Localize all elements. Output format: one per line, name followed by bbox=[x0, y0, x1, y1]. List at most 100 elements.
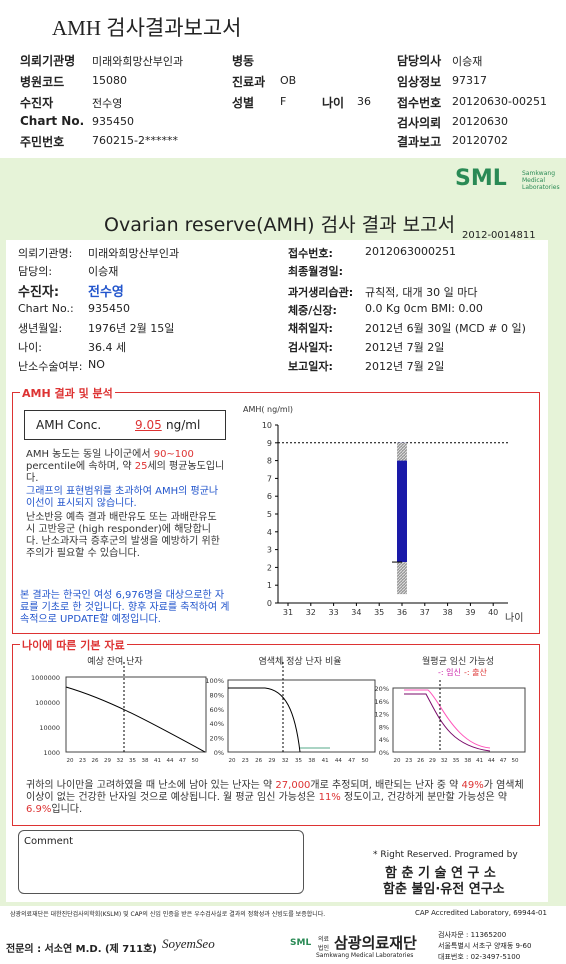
info-label: 담당의: bbox=[18, 265, 53, 278]
field-value: 미래와희망산부인과 bbox=[92, 55, 184, 68]
mini-curve bbox=[404, 693, 491, 752]
x-tick-label: 32 bbox=[441, 758, 448, 764]
info-value: 0.0 Kg 0cm BMI: 0.00 bbox=[365, 302, 483, 315]
mini-plot bbox=[65, 676, 207, 753]
x-tick-label: 23 bbox=[79, 758, 86, 764]
field-label: Chart No. bbox=[20, 114, 85, 128]
field-label: 진료과 bbox=[232, 75, 266, 89]
txt: 정도이고, 건강하게 분만할 가능성은 약 bbox=[340, 792, 508, 803]
x-tick-label: 29 bbox=[268, 758, 275, 764]
x-tick-label: 36 bbox=[397, 608, 407, 617]
y-tick-label: 80% bbox=[210, 691, 224, 699]
conc-unit: ng/ml bbox=[166, 418, 201, 432]
y-tick-label: 1000 bbox=[43, 749, 60, 757]
info-label: 채취일자: bbox=[288, 322, 333, 335]
y-tick-label: 4 bbox=[267, 528, 272, 537]
y-tick-label: 100000 bbox=[35, 699, 60, 707]
txt: 49% bbox=[461, 780, 484, 791]
info-label: 최종월경일: bbox=[288, 265, 343, 278]
mini-curve bbox=[228, 687, 301, 753]
x-tick-label: 38 bbox=[443, 608, 453, 617]
info-label: 체중/신장: bbox=[288, 304, 337, 317]
info-value: 미래와희망산부인과 bbox=[88, 247, 180, 260]
field-value: 760215-2****** bbox=[92, 134, 178, 147]
field-value: 97317 bbox=[452, 74, 487, 87]
info-label: Chart No.: bbox=[18, 302, 74, 315]
credit: * Right Reserved. Programed by bbox=[373, 850, 518, 860]
legend-entry: -: 출산 bbox=[464, 667, 487, 677]
x-tick-label: 50 bbox=[512, 758, 519, 764]
contact: 서울특별시 서초구 양재동 9-60 bbox=[438, 942, 532, 950]
info-value: NO bbox=[88, 358, 105, 371]
field-label: 나이 bbox=[322, 96, 345, 110]
footer-cap: CAP Accredited Laboratory, 69944-01 bbox=[415, 909, 547, 917]
org-tag: 의료법인 bbox=[318, 936, 330, 952]
x-tick-label: 41 bbox=[476, 758, 483, 764]
field-value: 935450 bbox=[92, 115, 134, 128]
x-tick-label: 20 bbox=[229, 758, 236, 764]
info-value: 2012년 7월 2일 bbox=[365, 360, 445, 373]
org-sub: Samkwang Medical Laboratories bbox=[316, 952, 414, 959]
field-value: F bbox=[280, 95, 287, 108]
field-label: 결과보고 bbox=[397, 135, 442, 149]
info-value: 규칙적, 대개 30 일 마다 bbox=[365, 286, 478, 299]
info-label: 접수번호: bbox=[288, 247, 333, 260]
x-tick-label: 50 bbox=[192, 758, 199, 764]
field-label: 주민번호 bbox=[20, 135, 65, 149]
info-value: 1976년 2월 15일 bbox=[88, 322, 175, 335]
y-tick-label: 9 bbox=[267, 439, 272, 448]
y-tick-label: 40% bbox=[210, 720, 224, 728]
x-tick-label: 34 bbox=[351, 608, 361, 617]
field-value: 36 bbox=[357, 95, 371, 108]
amh-section: AMH 결과 및 분석 bbox=[20, 385, 115, 401]
x-tick-label: 20 bbox=[394, 758, 401, 764]
footer-note: 삼광의료재단은 대한진단검사의학회(KSLM) 및 CAP의 신임 인증을 받은… bbox=[10, 911, 326, 918]
header-title: AMH 검사결과보고서 bbox=[52, 16, 242, 40]
p2: 그래프의 표현범위를 초과하여 AMH의 평균나이선이 표시되지 않습니다. bbox=[26, 486, 219, 509]
logo: SML bbox=[455, 166, 507, 191]
x-tick-label: 23 bbox=[242, 758, 249, 764]
report-number: 2012-0014811 bbox=[462, 230, 536, 241]
txt: AMH 농도는 동일 나이군에서 bbox=[26, 449, 154, 460]
y-axis-label: AMH( ng/ml) bbox=[243, 405, 293, 414]
y-tick-label: 4% bbox=[379, 736, 389, 744]
field-label: 수진자 bbox=[20, 96, 54, 110]
y-tick-label: 6 bbox=[267, 492, 272, 501]
x-tick-label: 35 bbox=[129, 758, 136, 764]
conc-box bbox=[24, 410, 226, 440]
legend-entry: -: 임신 bbox=[438, 668, 461, 677]
y-tick-label: 20% bbox=[210, 735, 224, 743]
txt: 11% bbox=[318, 792, 341, 803]
x-tick-label: 35 bbox=[374, 608, 384, 617]
info-value: 2012년 7월 2일 bbox=[365, 341, 445, 354]
basic-section: 나이에 따른 기본 자료 bbox=[20, 637, 127, 653]
mini-title: 염색체 정상 난자 비율 bbox=[258, 656, 341, 667]
txt: 6.9% bbox=[26, 804, 52, 815]
x-tick-label: 50 bbox=[362, 758, 369, 764]
x-tick-label: 26 bbox=[255, 758, 262, 764]
amh-chart-bg bbox=[238, 400, 530, 628]
y-tick-label: 0% bbox=[379, 749, 389, 757]
conc-value: 9.05 bbox=[135, 418, 162, 432]
x-tick-label: 31 bbox=[283, 608, 293, 617]
comment-label: Comment bbox=[24, 836, 73, 847]
x-tick-label: 23 bbox=[405, 758, 412, 764]
signature: SoyemSeo bbox=[162, 936, 215, 951]
info-label: 보고일자: bbox=[288, 360, 333, 373]
x-tick-label: 44 bbox=[335, 758, 342, 764]
txt: 가 염색체이상이 없는 건강한 난자일 것으로 예상됩니다. 월 평균 임신 가… bbox=[26, 780, 524, 803]
field-label: 담당의사 bbox=[397, 54, 442, 68]
bar bbox=[397, 442, 407, 563]
basic-box bbox=[12, 644, 540, 826]
info-label: 수진자: bbox=[18, 285, 60, 300]
y-tick-label: 0 bbox=[267, 599, 272, 608]
credit: 함 춘 기 술 연 구 소 bbox=[385, 866, 496, 881]
x-tick-label: 32 bbox=[282, 758, 289, 764]
x-tick-label: 26 bbox=[92, 758, 99, 764]
x-tick-label: 29 bbox=[429, 758, 436, 764]
p3: 난소반응 예측 결과 배란유도 또는 과배란유도시 고반응군 (high res… bbox=[26, 512, 220, 559]
info-label: 난소수술여부: bbox=[18, 360, 83, 373]
txt: 세의 평균농도입니다. bbox=[26, 461, 225, 484]
contact: 대표번호 : 02-3497-5100 bbox=[438, 953, 521, 961]
